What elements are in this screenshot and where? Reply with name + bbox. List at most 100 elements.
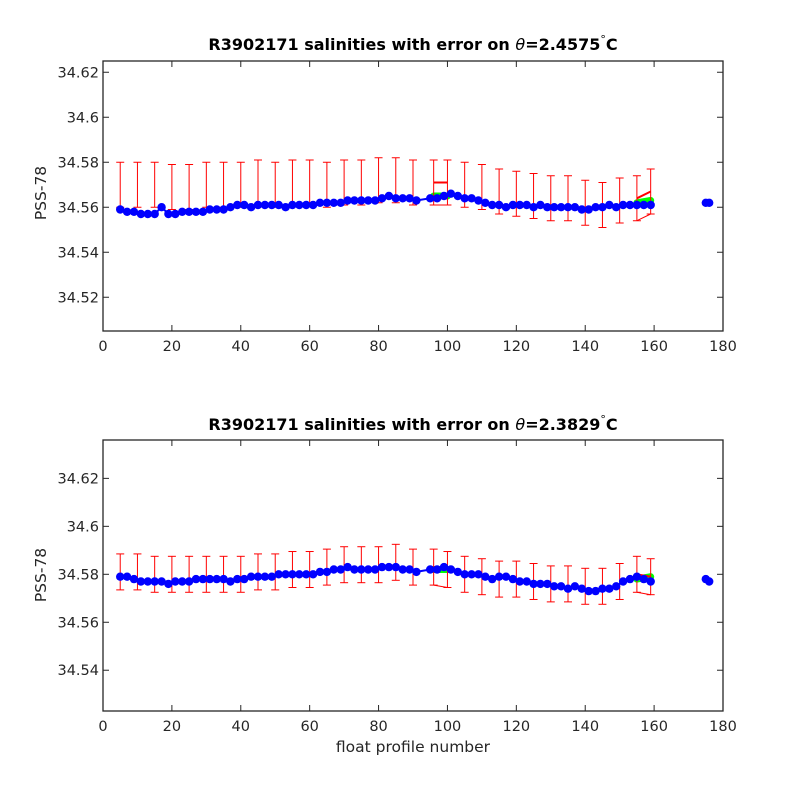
float-salinity-point — [171, 577, 180, 586]
float-salinity-point — [426, 565, 435, 574]
float-salinity-point — [205, 574, 214, 584]
float-salinity-point — [570, 203, 580, 212]
float-salinity-point — [329, 198, 338, 207]
float-salinity-point — [191, 574, 201, 584]
x-tick-label: 160 — [640, 719, 668, 735]
float-salinity-point — [405, 565, 414, 574]
float-salinity-point — [632, 572, 642, 581]
float-salinity-point — [646, 577, 655, 586]
float-salinity-point — [612, 582, 621, 591]
float-salinity-point — [295, 200, 304, 210]
float-salinity-point — [605, 584, 614, 593]
float-salinity-point — [515, 577, 524, 586]
float-salinity-point — [143, 577, 152, 586]
float-salinity-point — [343, 562, 352, 572]
x-tick-label: 180 — [709, 719, 737, 735]
axes-box — [102, 60, 724, 332]
y-tick-label: 34.58 — [57, 567, 99, 583]
float-salinity-point — [343, 196, 352, 205]
axes: 0 20 40 60 80 100 120 140 160 180 34.52 34.54 34.56 3… — [57, 60, 737, 355]
float-salinity-point — [446, 189, 456, 198]
float-salinity-point — [481, 198, 490, 207]
float-salinity-point — [336, 565, 345, 574]
float-salinity-point — [529, 579, 538, 589]
float-salinity-point — [157, 577, 166, 586]
top-salinity-chart: R3902171 salinities with error on θ=2.45… — [32, 33, 737, 355]
float-salinity-point — [357, 565, 366, 574]
float-salinity-point — [598, 584, 607, 593]
float-salinity-point — [398, 194, 407, 203]
float-salinity-point — [398, 565, 407, 574]
float-salinity-point — [219, 205, 228, 214]
float-salinity-point — [377, 194, 387, 203]
float-salinity-point — [439, 562, 449, 572]
float-salinity-point — [460, 570, 469, 579]
mapped-error-lower-line — [636, 591, 651, 596]
x-tick-label: 140 — [571, 339, 599, 355]
mapped-error-lower-line — [636, 213, 651, 222]
float-salinity-point — [488, 574, 497, 584]
mapped-error-lower-line — [433, 584, 448, 588]
y-tick-label: 34.62 — [57, 471, 99, 487]
y-tick-label: 34.62 — [57, 65, 99, 81]
chart-title: R3902171 salinities with error on θ=2.38… — [208, 413, 617, 434]
float-salinity-point — [198, 574, 208, 584]
float-salinity-point — [288, 200, 297, 210]
float-salinity-point — [412, 567, 421, 577]
float-salinity-point — [646, 200, 655, 210]
float-salinity-point — [522, 200, 531, 210]
y-axis-label: PSS-78 — [32, 166, 50, 220]
x-tick-label: 120 — [502, 339, 530, 355]
float-salinity-point — [536, 200, 545, 210]
float-salinity-point — [550, 582, 559, 591]
float-salinity-point — [302, 570, 311, 579]
float-salinity-point — [494, 572, 504, 581]
float-salinity-point — [508, 200, 518, 210]
float-salinity-point — [267, 572, 276, 581]
float-salinity-point — [267, 200, 276, 210]
float-salinity-point — [150, 577, 159, 586]
x-axis-label: float profile number — [336, 738, 491, 756]
float-salinity-point — [178, 577, 187, 586]
y-tick-label: 34.6 — [67, 519, 99, 535]
x-tick-label: 20 — [163, 719, 181, 735]
float-salinity-point — [508, 574, 518, 584]
float-salinity-point — [136, 577, 146, 586]
float-salinity-point — [591, 586, 600, 596]
float-salinity-point — [481, 572, 490, 581]
float-salinity-point — [184, 207, 194, 216]
float-salinity-point — [212, 574, 221, 584]
x-tick-label: 40 — [232, 719, 250, 735]
float-salinity-point — [705, 577, 714, 586]
float-salinity-point — [364, 565, 373, 574]
float-salinity-point — [178, 207, 187, 216]
float-salinity-point — [164, 209, 173, 219]
float-salinity-point — [377, 562, 387, 572]
bottom-salinity-chart: R3902171 salinities with error on θ=2.38… — [32, 413, 737, 756]
x-tick-label: 60 — [300, 719, 318, 735]
float-salinity-point — [171, 209, 180, 219]
float-salinity-point — [370, 565, 380, 574]
float-salinity-point — [260, 572, 270, 581]
float-salinity-point — [143, 209, 152, 219]
float-salinity-point — [705, 198, 714, 207]
float-salinity-point — [494, 200, 504, 210]
float-salinity-point — [488, 200, 497, 210]
float-salinity-point — [639, 200, 648, 210]
y-tick-label: 34.54 — [57, 663, 99, 679]
y-tick-label: 34.52 — [57, 290, 99, 306]
float-salinity-point — [612, 203, 621, 212]
float-salinity-point — [439, 191, 449, 201]
float-salinity-point — [150, 209, 159, 219]
y-tick-label: 34.56 — [57, 615, 99, 631]
float-salinity-point — [122, 207, 132, 216]
float-salinity-point — [212, 205, 221, 214]
float-salinity-point — [240, 574, 249, 584]
float-salinity-point — [556, 203, 566, 212]
y-tick-label: 34.54 — [57, 245, 99, 261]
float-salinity-point — [322, 198, 332, 207]
x-tick-label: 140 — [571, 719, 599, 735]
float-salinity-point — [157, 203, 166, 212]
float-salinity-point — [336, 198, 345, 207]
